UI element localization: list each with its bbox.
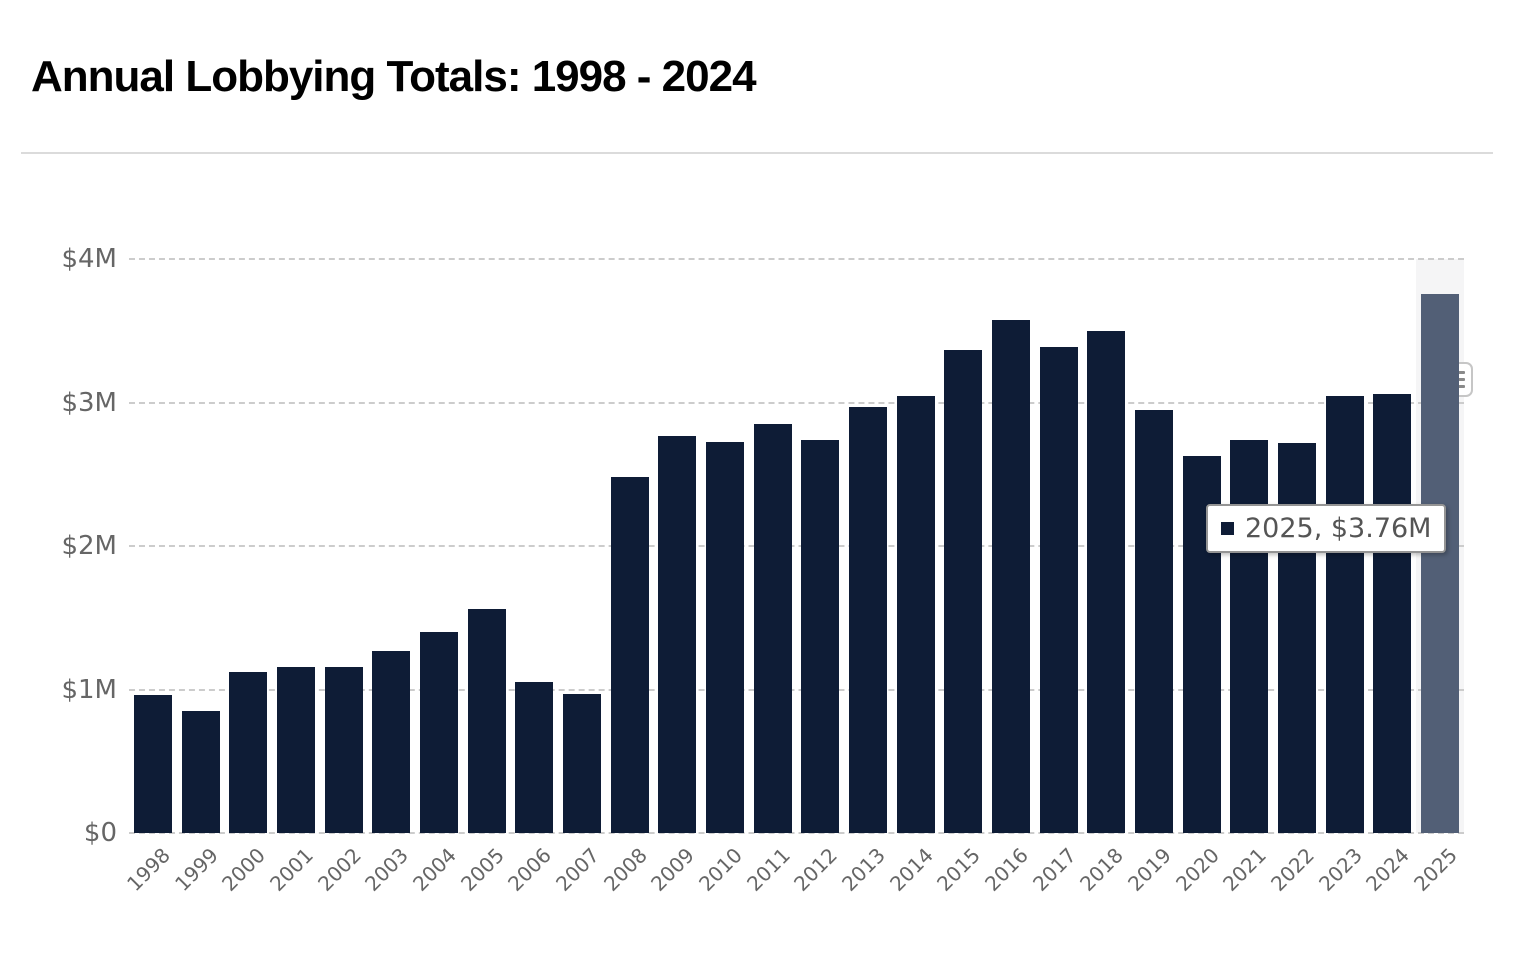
- chart-tooltip: 2025, $3.76M: [1206, 504, 1447, 553]
- bar-2007[interactable]: [562, 693, 601, 833]
- bar-2005[interactable]: [467, 609, 506, 833]
- bar-2019[interactable]: [1135, 409, 1174, 833]
- gridline-$1M: [129, 688, 1464, 691]
- bar-2003[interactable]: [372, 650, 411, 833]
- bar-2010[interactable]: [705, 441, 744, 833]
- y-axis-label-$0: $0: [83, 818, 117, 848]
- y-axis-label-$3M: $3M: [61, 387, 117, 418]
- bar-2017[interactable]: [1039, 346, 1078, 833]
- divider: [21, 152, 1493, 154]
- page-title: Annual Lobbying Totals: 1998 - 2024: [31, 52, 757, 101]
- gridline-$2M: [129, 545, 1464, 548]
- bar-2016[interactable]: [992, 319, 1031, 833]
- chart-plot-area: $0 $1M $2M $3M $4M 1998 1999 2000 2001 2002 2003 20…: [0, 160, 1514, 940]
- bar-2024[interactable]: [1373, 394, 1412, 833]
- bar-2001[interactable]: [276, 666, 315, 833]
- bar-2009[interactable]: [658, 435, 697, 833]
- bar-2014[interactable]: [896, 395, 935, 833]
- bar-2011[interactable]: [753, 424, 792, 833]
- lobbying-bar-chart: $0 $1M $2M $3M $4M 1998 1999 2000 2001 2002 2003 20…: [0, 160, 1514, 940]
- bar-2000[interactable]: [229, 672, 268, 833]
- bar-2006[interactable]: [515, 682, 554, 833]
- y-axis-label-$1M: $1M: [61, 674, 117, 705]
- bar-2022[interactable]: [1278, 442, 1317, 833]
- bar-1998[interactable]: [133, 695, 172, 833]
- bar-2012[interactable]: [801, 440, 840, 833]
- bar-2013[interactable]: [849, 407, 888, 833]
- gridline-$4M: [129, 258, 1464, 261]
- bar-2018[interactable]: [1087, 331, 1126, 833]
- gridline-$0: [129, 832, 1464, 834]
- y-axis-label-$2M: $2M: [61, 531, 117, 562]
- bar-2015[interactable]: [944, 349, 983, 833]
- bar-1999[interactable]: [181, 711, 220, 833]
- bar-2002[interactable]: [324, 666, 363, 833]
- bar-2008[interactable]: [610, 477, 649, 833]
- series-marker-icon: [1221, 522, 1234, 535]
- y-axis-label-$4M: $4M: [61, 244, 117, 275]
- tooltip-text: 2025, $3.76M: [1245, 513, 1432, 544]
- gridline-$3M: [129, 401, 1464, 404]
- bar-2023[interactable]: [1325, 395, 1364, 833]
- bar-2025[interactable]: [1421, 293, 1460, 833]
- bar-2021[interactable]: [1230, 440, 1269, 833]
- bar-2004[interactable]: [419, 632, 458, 833]
